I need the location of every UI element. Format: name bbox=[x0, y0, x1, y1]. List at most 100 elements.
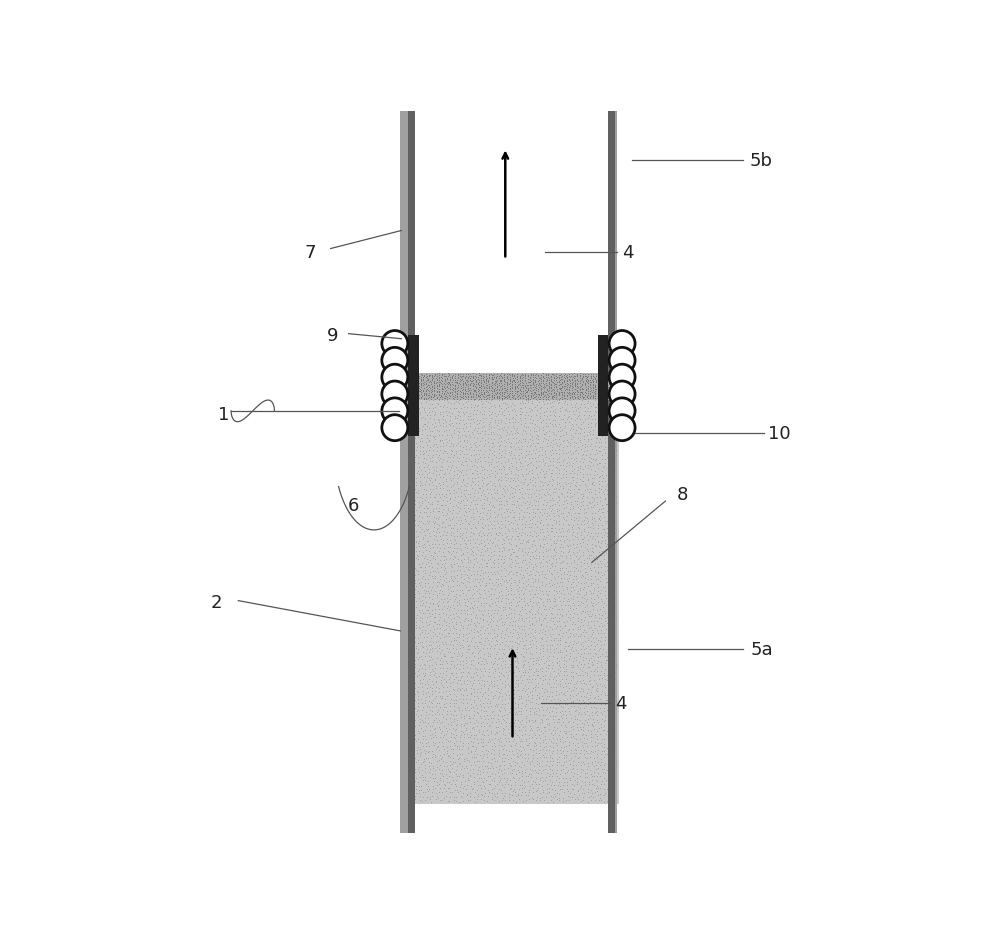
Point bbox=[504, 459, 520, 474]
Point bbox=[563, 765, 579, 780]
Point bbox=[576, 657, 592, 672]
Point bbox=[421, 658, 437, 673]
Point bbox=[554, 710, 570, 725]
Point bbox=[450, 680, 466, 695]
Point bbox=[528, 741, 544, 756]
Point bbox=[421, 444, 437, 459]
Point bbox=[421, 477, 437, 492]
Point bbox=[479, 493, 495, 508]
Point bbox=[572, 472, 588, 487]
Point bbox=[425, 714, 441, 729]
Point bbox=[442, 622, 458, 637]
Point bbox=[497, 660, 513, 675]
Point bbox=[571, 392, 587, 407]
Point bbox=[421, 509, 437, 524]
Point bbox=[405, 374, 421, 389]
Point bbox=[585, 389, 601, 404]
Point bbox=[484, 375, 500, 390]
Point bbox=[429, 373, 445, 388]
Point bbox=[457, 490, 473, 505]
Point bbox=[427, 627, 443, 642]
Point bbox=[434, 433, 450, 448]
Point bbox=[416, 482, 432, 497]
Point bbox=[444, 385, 460, 400]
Point bbox=[472, 524, 488, 539]
Point bbox=[408, 405, 424, 420]
Point bbox=[431, 448, 447, 463]
Point bbox=[481, 636, 497, 651]
Point bbox=[425, 505, 441, 519]
Point bbox=[559, 391, 575, 406]
Point bbox=[480, 789, 496, 804]
Point bbox=[558, 425, 574, 440]
Point bbox=[458, 417, 474, 431]
Point bbox=[476, 376, 492, 391]
Point bbox=[509, 755, 525, 770]
Point bbox=[498, 530, 514, 545]
Point bbox=[424, 789, 440, 804]
Point bbox=[505, 389, 521, 404]
Point bbox=[432, 689, 448, 704]
Point bbox=[604, 769, 620, 784]
Point bbox=[535, 390, 551, 405]
Point bbox=[587, 464, 603, 479]
Point bbox=[589, 467, 605, 482]
Point bbox=[532, 785, 548, 800]
Point bbox=[426, 490, 442, 505]
Point bbox=[590, 633, 606, 648]
Point bbox=[440, 501, 456, 516]
Point bbox=[521, 517, 537, 532]
Point bbox=[582, 646, 598, 661]
Point bbox=[420, 745, 436, 760]
Point bbox=[466, 689, 482, 704]
Point bbox=[605, 475, 621, 490]
Point bbox=[458, 588, 474, 603]
Point bbox=[455, 376, 471, 391]
Point bbox=[412, 658, 428, 673]
Point bbox=[467, 483, 483, 498]
Point bbox=[586, 653, 602, 668]
Point bbox=[518, 788, 534, 803]
Point bbox=[588, 549, 604, 564]
Point bbox=[460, 772, 476, 787]
Point bbox=[504, 689, 520, 704]
Point bbox=[589, 704, 605, 719]
Point bbox=[519, 548, 535, 563]
Point bbox=[583, 388, 599, 403]
Point bbox=[423, 392, 439, 407]
Point bbox=[522, 378, 538, 393]
Point bbox=[542, 747, 558, 762]
Point bbox=[525, 374, 541, 389]
Point bbox=[537, 708, 553, 723]
Point bbox=[572, 696, 588, 711]
Point bbox=[564, 660, 580, 675]
Point bbox=[591, 643, 607, 658]
Point bbox=[525, 383, 541, 398]
Point bbox=[491, 749, 507, 764]
Point bbox=[407, 568, 423, 583]
Point bbox=[473, 715, 489, 730]
Point bbox=[486, 669, 502, 684]
Point bbox=[460, 741, 476, 756]
Point bbox=[488, 647, 504, 662]
Point bbox=[560, 623, 576, 638]
Point bbox=[529, 651, 545, 665]
Point bbox=[448, 486, 464, 501]
Point bbox=[566, 369, 582, 384]
Point bbox=[498, 774, 514, 789]
Point bbox=[462, 674, 478, 689]
Point bbox=[417, 492, 433, 507]
Point bbox=[569, 386, 585, 401]
Point bbox=[493, 434, 509, 449]
Point bbox=[455, 786, 471, 801]
Point bbox=[504, 377, 520, 392]
Point bbox=[550, 508, 566, 523]
Point bbox=[517, 374, 533, 389]
Point bbox=[597, 766, 613, 781]
Point bbox=[584, 506, 600, 521]
Point bbox=[529, 756, 545, 771]
Point bbox=[543, 469, 559, 484]
Point bbox=[508, 408, 524, 423]
Point bbox=[513, 407, 529, 422]
Point bbox=[404, 752, 420, 767]
